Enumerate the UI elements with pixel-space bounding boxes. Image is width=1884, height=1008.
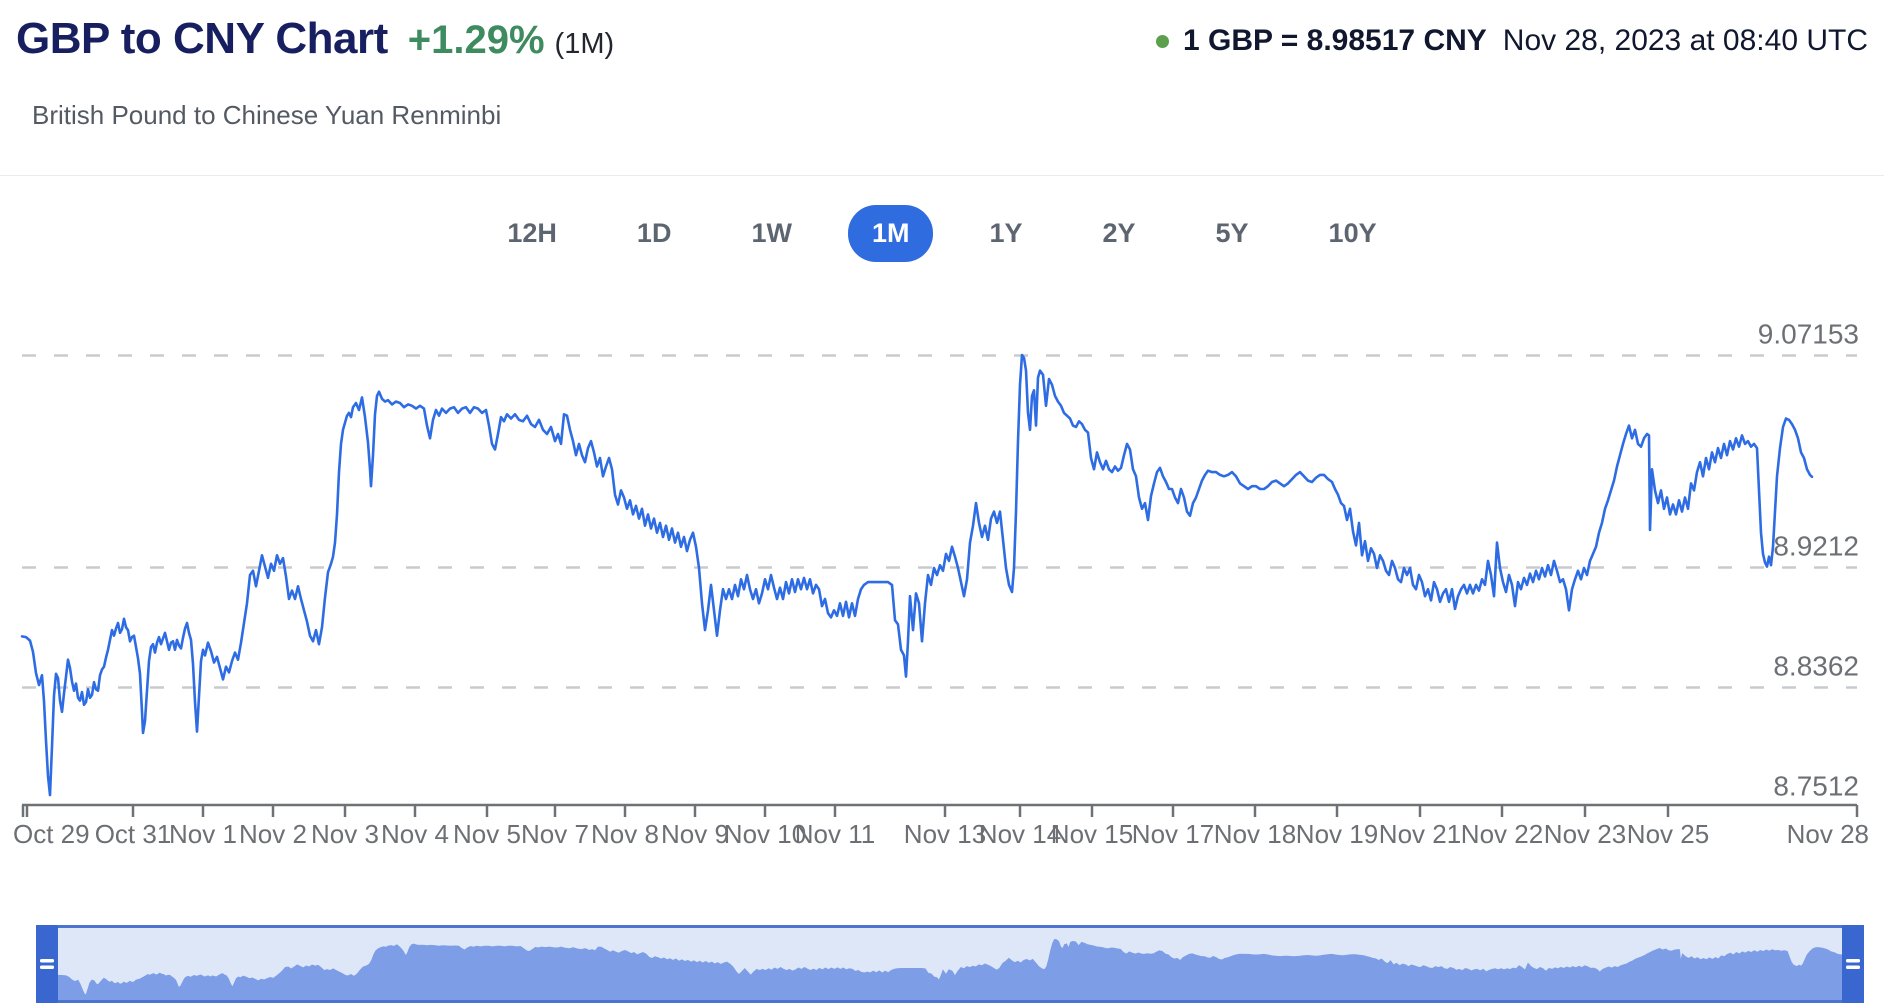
handle-grip-icon xyxy=(40,959,54,963)
current-rate: 1 GBP = 8.98517 CNY xyxy=(1182,24,1487,57)
x-axis-tick-label: Nov 11 xyxy=(795,819,875,849)
x-axis-tick-label: Nov 1 xyxy=(169,819,237,849)
price-line xyxy=(20,353,1814,797)
current-rate-row: 1 GBP = 8.98517 CNY Nov 28, 2023 at 08:4… xyxy=(1155,24,1868,58)
y-axis-label: 8.8362 xyxy=(1773,651,1859,682)
tab-1d[interactable]: 1D xyxy=(623,205,686,262)
rate-timestamp: Nov 28, 2023 at 08:40 UTC xyxy=(1502,24,1868,57)
tab-1y[interactable]: 1Y xyxy=(975,205,1036,262)
x-axis-tick-label: Nov 21 xyxy=(1379,819,1461,849)
x-axis-tick-label: Oct 31 xyxy=(95,819,172,849)
x-axis-tick-label: Nov 9 xyxy=(661,819,729,849)
tab-10y[interactable]: 10Y xyxy=(1315,205,1391,262)
live-indicator-dot-icon xyxy=(1155,34,1169,48)
chart-plot-area[interactable] xyxy=(22,290,1857,805)
handle-grip-icon xyxy=(1846,959,1860,963)
x-axis-tick-label: Nov 25 xyxy=(1627,819,1709,849)
tab-12h[interactable]: 12H xyxy=(493,205,571,262)
handle-grip-icon xyxy=(1846,965,1860,969)
x-axis-tick-label: Nov 22 xyxy=(1461,819,1543,849)
x-axis-tick-label: Nov 23 xyxy=(1544,819,1626,849)
x-axis-tick-label: Nov 17 xyxy=(1132,819,1214,849)
x-axis-tick-label: Nov 4 xyxy=(381,819,449,849)
tab-1w[interactable]: 1W xyxy=(737,205,806,262)
header: GBP to CNY Chart +1.29% (1M) 1 GBP = 8.9… xyxy=(16,14,1868,130)
handle-grip-icon xyxy=(40,965,54,969)
tab-5y[interactable]: 5Y xyxy=(1202,205,1263,262)
change-percent: +1.29% xyxy=(407,18,545,62)
x-axis-tick-label: Nov 28 xyxy=(1787,819,1869,849)
range-handle-right[interactable] xyxy=(1842,925,1864,1003)
tab-1m[interactable]: 1M xyxy=(847,205,934,262)
y-axis-label: 8.7512 xyxy=(1773,771,1859,802)
x-axis-tick-label: Nov 5 xyxy=(453,819,521,849)
x-axis-tick-label: Nov 10 xyxy=(724,819,806,849)
x-axis-tick-label: Oct 29 xyxy=(13,819,90,849)
x-axis-tick-label: Nov 3 xyxy=(311,819,379,849)
x-axis-tick-label: Nov 15 xyxy=(1051,819,1133,849)
x-axis-tick-label: Nov 7 xyxy=(521,819,589,849)
x-axis-tick-label: Nov 8 xyxy=(591,819,659,849)
page-subtitle: British Pound to Chinese Yuan Renminbi xyxy=(32,100,502,130)
x-axis-tick-label: Nov 2 xyxy=(239,819,307,849)
page-title: GBP to CNY Chart xyxy=(16,14,388,63)
period-note: (1M) xyxy=(554,28,615,60)
header-divider xyxy=(0,175,1884,176)
title-row: GBP to CNY Chart +1.29% (1M) xyxy=(16,14,614,64)
x-axis-tick-label: Nov 19 xyxy=(1296,819,1378,849)
x-axis-tick-label: Nov 13 xyxy=(904,819,986,849)
x-axis-tick-label: Nov 18 xyxy=(1214,819,1296,849)
tab-2y[interactable]: 2Y xyxy=(1088,205,1149,262)
y-axis-label: 8.9212 xyxy=(1773,531,1859,562)
y-axis-label: 9.07153 xyxy=(1758,319,1859,350)
x-axis-tick-label: Nov 14 xyxy=(979,819,1061,849)
range-selector-area xyxy=(57,938,1843,1002)
period-tabs: 12H 1D 1W 1M 1Y 2Y 5Y 10Y xyxy=(0,205,1884,262)
range-handle-left[interactable] xyxy=(36,925,58,1003)
